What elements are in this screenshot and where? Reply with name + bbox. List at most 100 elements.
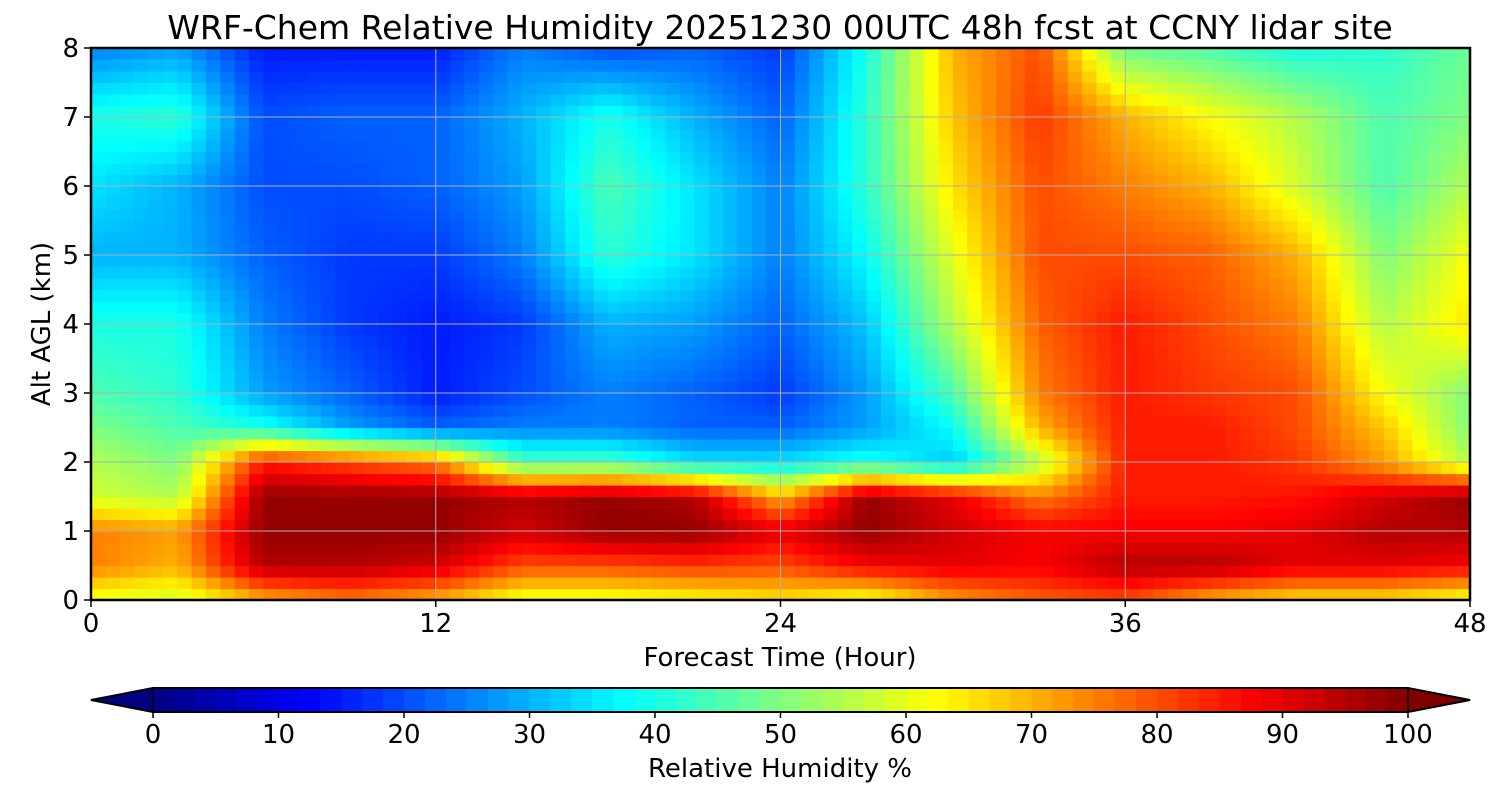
heatmap-cell [679, 59, 695, 72]
heatmap-cell [450, 554, 466, 567]
heatmap-cell [723, 289, 739, 302]
heatmap-cell [1455, 71, 1471, 84]
heatmap-cell [694, 542, 710, 555]
heatmap-cell [952, 393, 968, 406]
heatmap-cell [593, 416, 609, 429]
heatmap-cell [162, 266, 178, 279]
heatmap-cell [1326, 82, 1342, 95]
heatmap-cell [335, 554, 351, 567]
heatmap-cell [263, 554, 279, 567]
heatmap-cell [1053, 347, 1069, 360]
heatmap-cell [794, 335, 810, 348]
heatmap-cell [392, 59, 408, 72]
heatmap-cell [263, 243, 279, 256]
heatmap-cell [507, 404, 523, 417]
heatmap-cell [335, 577, 351, 590]
heatmap-cell [1110, 554, 1126, 567]
heatmap-cell [1311, 312, 1327, 325]
heatmap-cell [134, 335, 150, 348]
heatmap-cell [363, 531, 379, 544]
heatmap-cell [665, 186, 681, 199]
heatmap-cell [794, 128, 810, 141]
heatmap-cell [794, 197, 810, 210]
heatmap-cell [995, 312, 1011, 325]
heatmap-cell [622, 140, 638, 153]
heatmap-cell [651, 186, 667, 199]
heatmap-cell [679, 209, 695, 222]
heatmap-cell [292, 462, 308, 475]
heatmap-cell [1326, 404, 1342, 417]
heatmap-cell [593, 140, 609, 153]
heatmap-cell [1153, 243, 1169, 256]
heatmap-cell [1082, 312, 1098, 325]
heatmap-cell [895, 462, 911, 475]
heatmap-cell [1010, 209, 1026, 222]
heatmap-cell [579, 519, 595, 532]
heatmap-cell [866, 140, 882, 153]
heatmap-cell [306, 542, 322, 555]
heatmap-cell [1225, 381, 1241, 394]
heatmap-cell [1369, 508, 1385, 521]
heatmap-cell [1225, 370, 1241, 383]
heatmap-cell [1182, 94, 1198, 107]
heatmap-cell [335, 220, 351, 233]
heatmap-cell [593, 324, 609, 337]
heatmap-cell [881, 370, 897, 383]
heatmap-cell [1268, 186, 1284, 199]
heatmap-cell [478, 289, 494, 302]
heatmap-cell [852, 128, 868, 141]
heatmap-cell [1383, 71, 1399, 84]
heatmap-cell [593, 393, 609, 406]
heatmap-cell [1039, 473, 1055, 486]
heatmap-cell [435, 462, 451, 475]
heatmap-cell [622, 554, 638, 567]
heatmap-cell [378, 508, 394, 521]
heatmap-cell [536, 151, 552, 164]
heatmap-cell [694, 140, 710, 153]
heatmap-cell [1412, 439, 1428, 452]
heatmap-cell [1197, 347, 1213, 360]
heatmap-cell [651, 496, 667, 509]
heatmap-cell [967, 450, 983, 463]
heatmap-cell [823, 370, 839, 383]
heatmap-cell [550, 71, 566, 84]
heatmap-cell [565, 427, 580, 440]
heatmap-cell [1455, 335, 1471, 348]
heatmap-cell [622, 542, 638, 555]
heatmap-cell [335, 462, 351, 475]
heatmap-cell [1268, 485, 1284, 498]
heatmap-cell [263, 496, 279, 509]
heatmap-cell [1153, 301, 1169, 314]
heatmap-cell [134, 358, 150, 371]
heatmap-cell [1326, 531, 1342, 544]
heatmap-cell [723, 393, 739, 406]
heatmap-cell [622, 473, 638, 486]
heatmap-cell [1283, 48, 1299, 61]
heatmap-cell [1426, 301, 1442, 314]
heatmap-cell [1268, 496, 1284, 509]
heatmap-cell [924, 59, 940, 72]
heatmap-cell [1240, 531, 1256, 544]
heatmap-cell [852, 209, 868, 222]
heatmap-cell [363, 151, 379, 164]
heatmap-cell [263, 370, 279, 383]
heatmap-cell [507, 381, 523, 394]
heatmap-cell [565, 393, 580, 406]
heatmap-cell [852, 473, 868, 486]
heatmap-cell [306, 243, 322, 256]
heatmap-cell [464, 105, 480, 118]
heatmap-cell [507, 450, 523, 463]
heatmap-cell [1067, 381, 1083, 394]
heatmap-cell [521, 255, 537, 268]
heatmap-cell [550, 301, 566, 314]
heatmap-cell [1082, 324, 1098, 337]
heatmap-cell [679, 301, 695, 314]
heatmap-cell [1067, 94, 1083, 107]
heatmap-cell [335, 186, 351, 199]
heatmap-cell [809, 82, 825, 95]
heatmap-cell [1225, 565, 1241, 578]
heatmap-cell [1182, 105, 1198, 118]
heatmap-cell [349, 82, 365, 95]
heatmap-cell [608, 59, 624, 72]
heatmap-cell [220, 554, 236, 567]
